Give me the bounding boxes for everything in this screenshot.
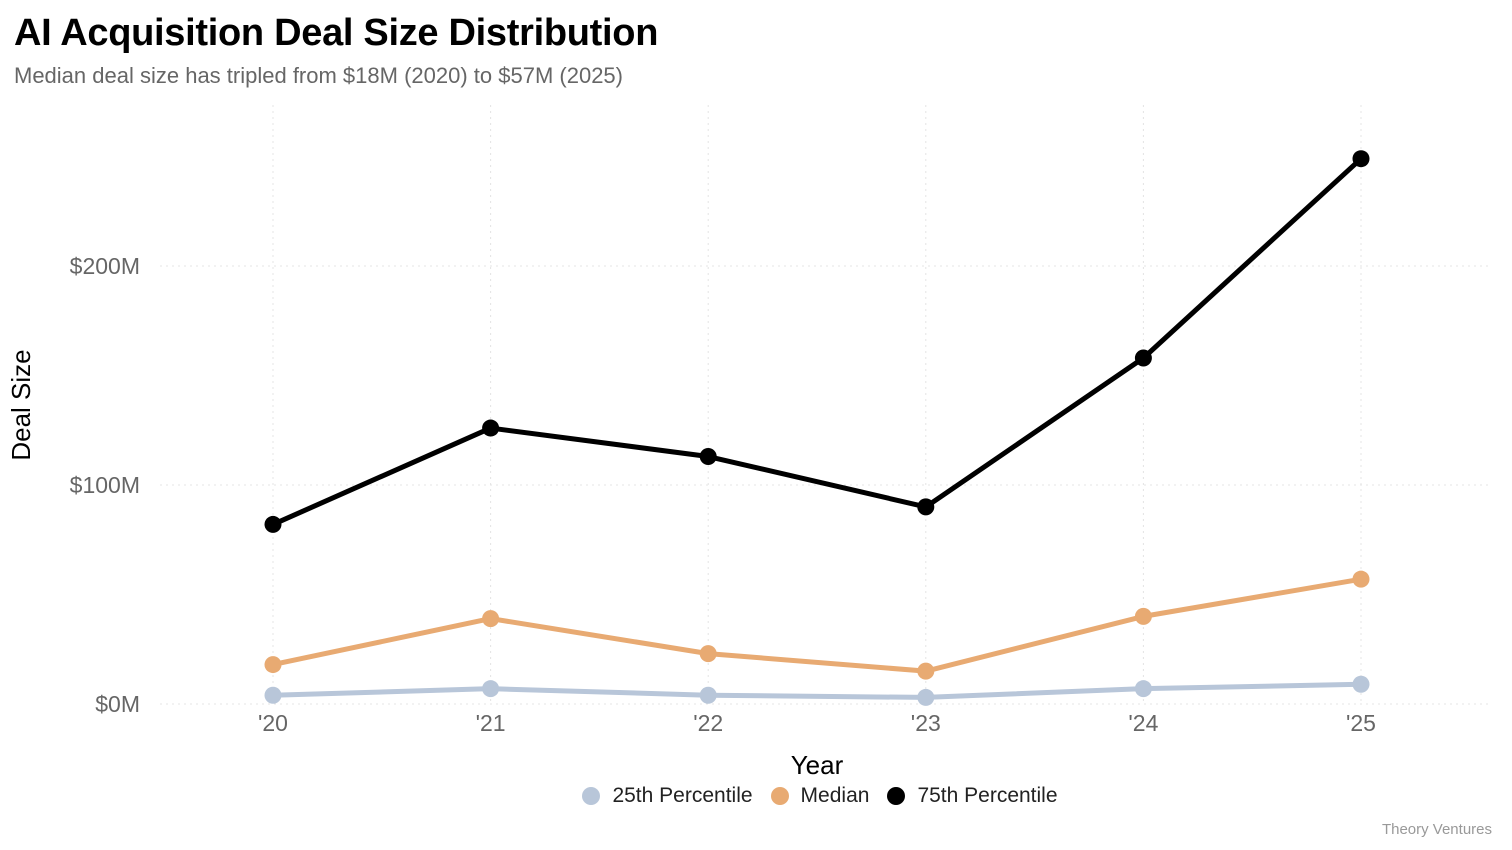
y-axis-title: Deal Size <box>6 349 36 460</box>
data-point-25th-percentile <box>482 680 500 698</box>
data-point-median <box>264 656 282 674</box>
data-point-median <box>699 645 717 663</box>
x-tick-label: '21 <box>476 710 506 736</box>
data-point-75th-percentile <box>1134 349 1152 367</box>
data-point-25th-percentile <box>1352 675 1370 693</box>
data-point-median <box>1352 570 1370 588</box>
legend-item-25th-percentile: 25th Percentile <box>582 784 753 808</box>
data-point-median <box>1134 607 1152 625</box>
data-point-25th-percentile <box>699 686 717 704</box>
x-tick-label: '24 <box>1128 710 1158 736</box>
grid-layer <box>160 105 1492 705</box>
legend-item-75th-percentile: 75th Percentile <box>887 784 1058 808</box>
series-line-75th-percentile <box>270 156 1364 527</box>
source-credit: Theory Ventures <box>1381 821 1492 838</box>
legend-label-median: Median <box>800 784 870 807</box>
y-tick-label: $200M <box>70 253 140 279</box>
legend-swatch-25th-percentile <box>582 787 601 805</box>
chart-title: AI Acquisition Deal Size Distribution <box>14 12 659 54</box>
series-line-25th-percentile <box>270 681 1364 700</box>
legend-swatch-75th-percentile <box>887 787 906 805</box>
chart-subtitle: Median deal size has tripled from $18M (… <box>14 63 623 88</box>
series-median <box>264 570 1370 680</box>
y-tick-label: $0M <box>95 691 140 717</box>
x-axis-title: Year <box>791 750 844 780</box>
data-point-25th-percentile <box>264 686 282 704</box>
axis-layer: $0M $100M $200M '20 '21 '22 '23 '24 '25 Year Deal … <box>6 253 1376 780</box>
legend-label-25th-percentile: 25th Percentile <box>612 784 753 807</box>
series-75th-percentile <box>264 150 1370 533</box>
data-point-75th-percentile <box>699 448 717 466</box>
series-25th-percentile <box>264 675 1370 706</box>
x-tick-label: '23 <box>911 710 941 736</box>
y-tick-label: $100M <box>70 472 140 498</box>
series-line-median <box>270 576 1364 674</box>
data-point-median <box>482 610 500 628</box>
data-point-25th-percentile <box>1134 680 1152 698</box>
x-tick-label: '25 <box>1346 710 1376 736</box>
x-tick-label: '22 <box>693 710 723 736</box>
data-point-75th-percentile <box>917 498 935 516</box>
legend-label-75th-percentile: 75th Percentile <box>917 784 1058 807</box>
data-point-75th-percentile <box>482 419 500 437</box>
data-point-25th-percentile <box>917 688 935 706</box>
data-point-75th-percentile <box>264 515 282 533</box>
legend-swatch-median <box>770 787 789 805</box>
legend-item-median: Median <box>770 784 870 808</box>
x-tick-label: '20 <box>258 710 288 736</box>
data-point-median <box>917 662 935 680</box>
data-point-75th-percentile <box>1352 150 1370 168</box>
legend: 25th Percentile Median 75th Percentile <box>0 784 1512 808</box>
series-layer <box>264 150 1370 706</box>
